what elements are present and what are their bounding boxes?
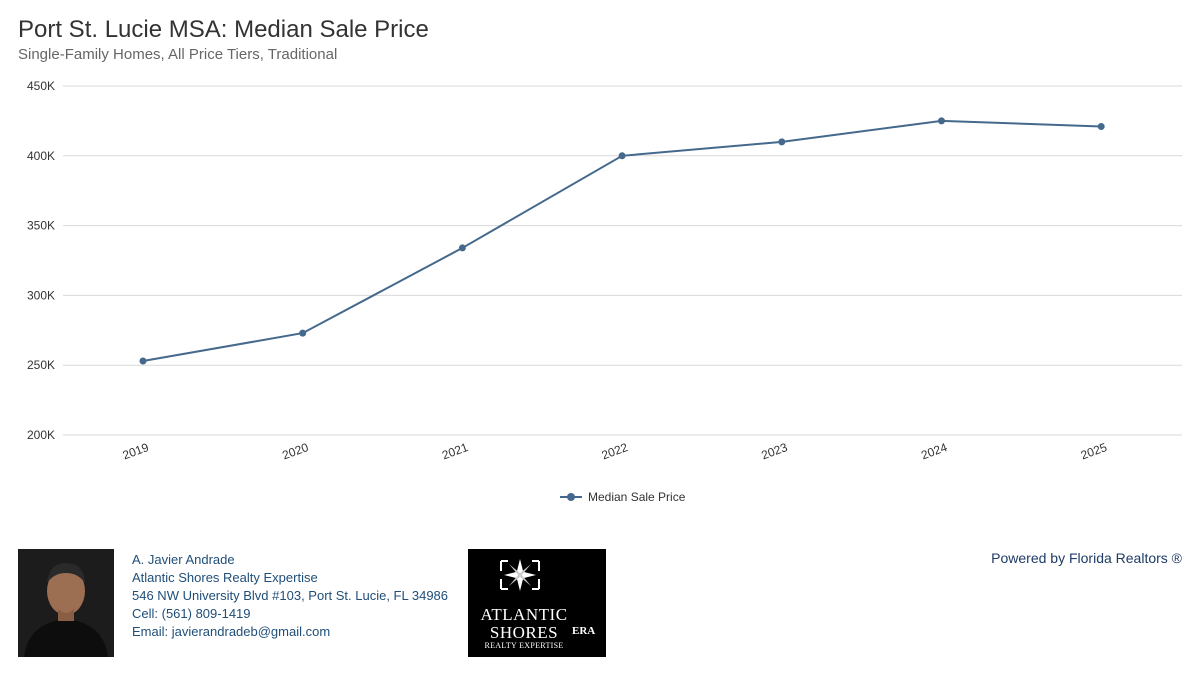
logo-text-realty: REALTY EXPERTISE — [484, 641, 564, 650]
grid-lines — [63, 85, 1182, 436]
line-chart: 200K 250K 300K 350K 400K 450K 2019 2020 2021 202… — [27, 79, 1182, 462]
data-point[interactable] — [299, 329, 307, 337]
chart-subtitle: Single-Family Homes, All Price Tiers, Tr… — [18, 46, 338, 63]
y-tick-label: 450K — [27, 79, 55, 93]
powered-by[interactable]: Powered by Florida Realtors ® — [991, 550, 1182, 566]
agent-photo — [18, 549, 114, 657]
legend-marker — [560, 492, 582, 502]
compass-star-icon — [500, 559, 540, 591]
data-point[interactable] — [618, 152, 626, 160]
data-point[interactable] — [458, 244, 466, 252]
y-tick-label: 250K — [27, 358, 55, 372]
data-point[interactable] — [778, 138, 786, 146]
series-layer — [139, 117, 1105, 365]
y-tick-label: 350K — [27, 219, 55, 233]
agent-contact: A. Javier Andrade Atlantic Shores Realty… — [132, 551, 448, 641]
logo-text-atlantic: ATLANTIC — [480, 605, 568, 624]
y-axis-ticks: 200K 250K 300K 350K 400K 450K — [27, 79, 55, 442]
data-point[interactable] — [1097, 122, 1105, 130]
x-tick-label: 2023 — [759, 440, 789, 462]
x-axis-ticks: 2019 2020 2021 2022 2023 2024 2025 — [121, 440, 1109, 462]
y-tick-label: 200K — [27, 428, 55, 442]
agent-name: A. Javier Andrade — [132, 552, 235, 567]
agent-cell: Cell: (561) 809-1419 — [132, 606, 251, 621]
company-logo: ATLANTIC SHORES REALTY EXPERTISE ERA — [468, 549, 606, 657]
agent-address: 546 NW University Blvd #103, Port St. Lu… — [132, 588, 449, 603]
legend-label: Median Sale Price — [588, 490, 686, 504]
x-tick-label: 2021 — [440, 440, 470, 462]
chart-legend[interactable]: Median Sale Price — [560, 490, 685, 504]
x-tick-label: 2025 — [1079, 440, 1109, 462]
agent-company: Atlantic Shores Realty Expertise — [132, 570, 318, 585]
x-tick-label: 2019 — [121, 440, 151, 462]
logo-text-shores: SHORES — [489, 623, 559, 642]
footer: A. Javier Andrade Atlantic Shores Realty… — [0, 548, 1200, 658]
data-point[interactable] — [139, 357, 147, 365]
x-tick-label: 2024 — [919, 440, 949, 462]
x-tick-label: 2020 — [280, 440, 310, 462]
chart-title: Port St. Lucie MSA: Median Sale Price — [18, 16, 429, 43]
x-tick-label: 2022 — [600, 440, 630, 462]
y-tick-label: 300K — [27, 288, 55, 302]
agent-email[interactable]: Email: javierandradeb@gmail.com — [132, 624, 331, 639]
era-badge: ERA — [572, 625, 596, 637]
y-tick-label: 400K — [27, 149, 55, 163]
data-point[interactable] — [938, 117, 945, 125]
